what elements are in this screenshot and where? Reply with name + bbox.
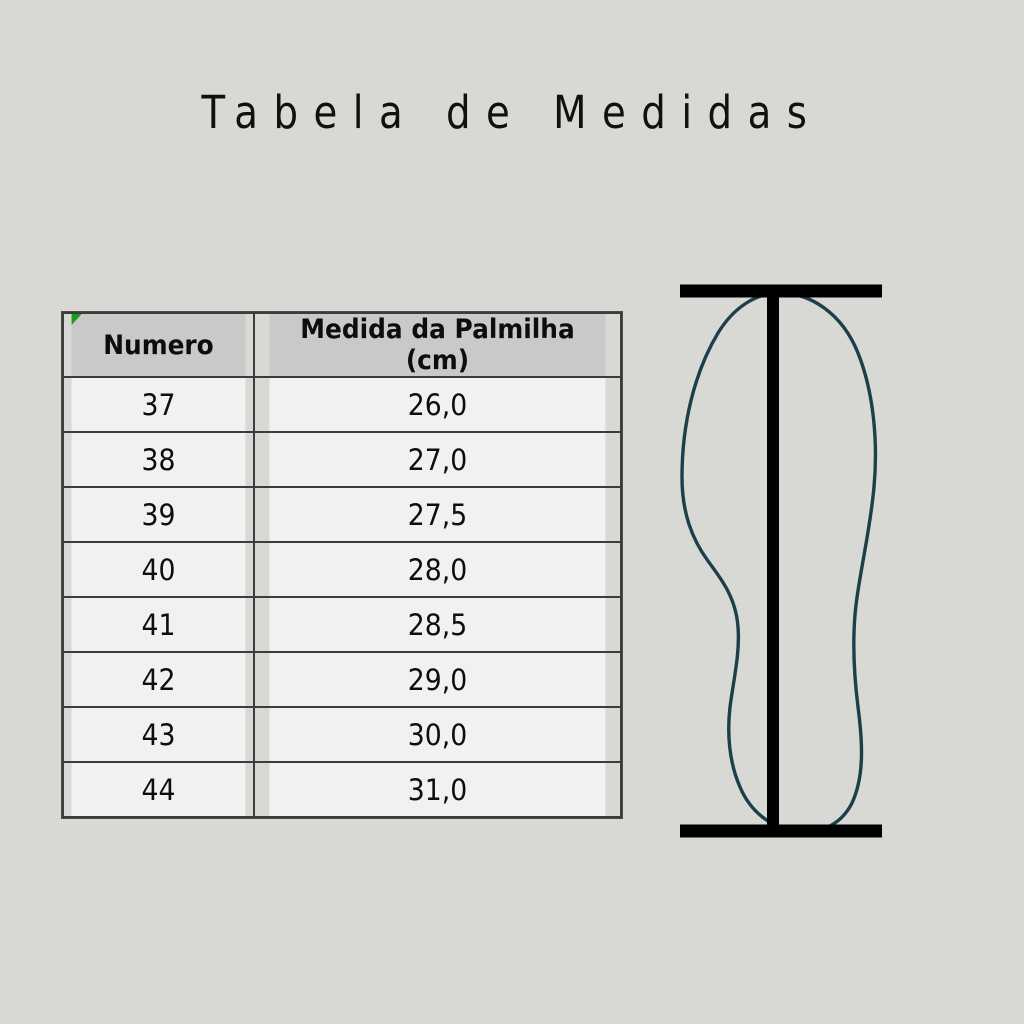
table-header-row: Numero Medida da Palmilha (cm)	[63, 312, 621, 378]
cell-medida: 26,0	[267, 376, 608, 433]
cell-medida: 30,0	[267, 706, 608, 763]
insole-diagram	[660, 275, 900, 850]
table-header: Numero Medida da Palmilha (cm)	[63, 312, 621, 378]
table-row: 38 27,0	[63, 431, 621, 488]
cell-numero: 44	[69, 761, 248, 818]
table-row: 43 30,0	[63, 706, 621, 763]
cell-numero: 42	[69, 651, 248, 708]
cell-medida: 27,5	[267, 486, 608, 543]
cell-medida: 28,5	[267, 596, 608, 653]
table-row: 41 28,5	[63, 596, 621, 653]
cell-numero: 43	[69, 706, 248, 763]
size-table: Numero Medida da Palmilha (cm) 37 26,0 38 2…	[62, 312, 622, 818]
cell-numero: 37	[69, 376, 248, 433]
page-title: Tabela de Medidas	[201, 86, 823, 139]
column-header-numero: Numero	[69, 312, 248, 378]
column-header-medida: Medida da Palmilha (cm)	[267, 312, 608, 378]
table-row: 40 28,0	[63, 541, 621, 598]
table-row: 37 26,0	[63, 376, 621, 433]
cell-numero: 39	[69, 486, 248, 543]
table-row: 44 31,0	[63, 761, 621, 818]
table-row: 39 27,5	[63, 486, 621, 543]
table-body: 37 26,0 38 27,0 39 27,5 40 28,0 41 28,5 42 29,0 43 30…	[63, 376, 621, 818]
cell-numero: 40	[69, 541, 248, 598]
cell-numero: 38	[69, 431, 248, 488]
cell-medida: 29,0	[267, 651, 608, 708]
cell-medida: 31,0	[267, 761, 608, 818]
table-row: 42 29,0	[63, 651, 621, 708]
cell-medida: 27,0	[267, 431, 608, 488]
cell-medida: 28,0	[267, 541, 608, 598]
cell-numero: 41	[69, 596, 248, 653]
